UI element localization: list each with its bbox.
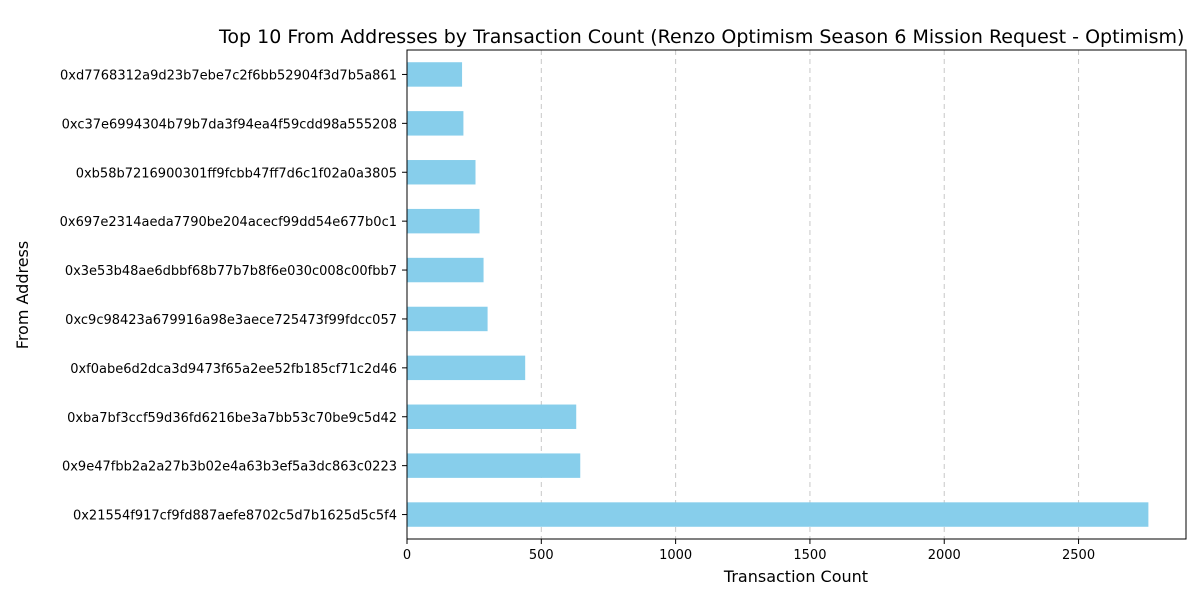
bar — [407, 404, 577, 429]
x-tick-label: 0 — [403, 548, 411, 563]
plot-border — [406, 49, 1187, 540]
y-tick-label: 0x3e53b48ae6dbbf68b77b7b8f6e030c008c00fb… — [65, 264, 397, 279]
bar — [407, 257, 484, 283]
x-tick-label: 1500 — [793, 548, 826, 563]
y-tick-label: 0xc37e6994304b79b7da3f94ea4f59cdd98a5552… — [62, 117, 397, 132]
bar — [407, 111, 464, 136]
bar — [407, 306, 488, 332]
x-tick-label: 1000 — [659, 548, 692, 563]
x-tick-label: 500 — [529, 548, 554, 563]
y-tick-label: 0xf0abe6d2dca3d9473f65a2ee52fb185cf71c2d… — [70, 362, 397, 377]
bar — [407, 62, 463, 87]
bar — [407, 502, 1149, 527]
bar — [407, 355, 526, 381]
y-tick-label: 0xd7768312a9d23b7ebe7c2f6bb52904f3d7b5a8… — [60, 68, 397, 83]
y-tick-label: 0x9e47fbb2a2a27b3b02e4a63b3ef5a3dc863c02… — [62, 460, 397, 475]
x-axis-title: Transaction Count — [723, 567, 868, 586]
chart-title: Top 10 From Addresses by Transaction Cou… — [218, 26, 1184, 48]
y-axis-title: From Address — [13, 241, 32, 349]
bar — [407, 160, 476, 185]
bar — [407, 208, 480, 234]
x-tick-label: 2500 — [1062, 548, 1095, 563]
y-tick-label: 0x21554f917cf9fd887aefe8702c5d7b1625d5c5… — [73, 509, 397, 524]
bar — [407, 453, 581, 478]
y-tick-label: 0xb58b7216900301ff9fcbb47ff7d6c1f02a0a38… — [76, 166, 397, 181]
y-tick-label: 0xba7bf3ccf59d36fd6216be3a7bb53c70be9c5d… — [67, 411, 397, 426]
bars — [407, 62, 1149, 527]
plot-frame — [406, 49, 1187, 540]
x-axis: 0 500 1000 1500 2000 2500 — [403, 539, 1095, 563]
y-tick-label: 0xc9c98423a679916a98e3aece725473f99fdcc0… — [65, 313, 397, 328]
x-tick-label: 2000 — [928, 548, 961, 563]
y-tick-label: 0x697e2314aeda7790be204acecf99dd54e677b0… — [60, 215, 397, 230]
y-axis: 0x21554f917cf9fd887aefe8702c5d7b1625d5c5… — [60, 68, 407, 524]
